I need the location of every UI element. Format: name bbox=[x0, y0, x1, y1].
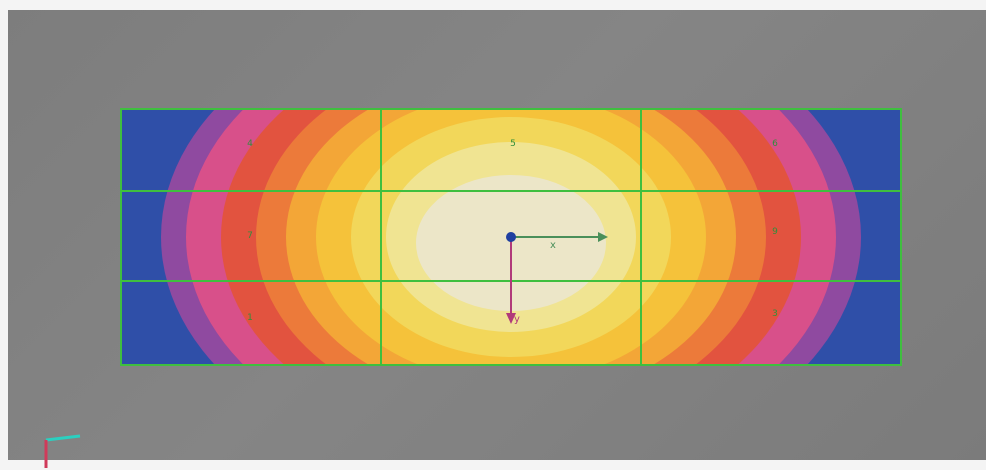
contour-plot[interactable]: x y 4 5 6 7 9 1 3 bbox=[120, 108, 902, 366]
x-arrowhead bbox=[598, 232, 608, 242]
y-arrow-label: y bbox=[514, 314, 520, 325]
element-label-9: 9 bbox=[772, 227, 778, 237]
load-vectors[interactable]: x y bbox=[506, 232, 608, 325]
element-label-5: 5 bbox=[510, 139, 516, 149]
element-label-6: 6 bbox=[772, 139, 778, 149]
coordinate-triad-icon bbox=[44, 434, 81, 468]
triad-x-axis bbox=[45, 434, 81, 442]
y-arrowhead bbox=[506, 313, 516, 324]
load-node[interactable] bbox=[506, 232, 516, 242]
element-label-7: 7 bbox=[247, 231, 253, 241]
element-label-4: 4 bbox=[247, 139, 253, 149]
element-label-1: 1 bbox=[247, 313, 253, 323]
plate-outline bbox=[120, 108, 902, 366]
graphics-viewport[interactable]: x y 4 5 6 7 9 1 3 bbox=[8, 10, 986, 468]
x-arrow-label: x bbox=[550, 240, 556, 251]
contour-bands bbox=[120, 108, 902, 366]
element-label-3: 3 bbox=[772, 309, 778, 319]
